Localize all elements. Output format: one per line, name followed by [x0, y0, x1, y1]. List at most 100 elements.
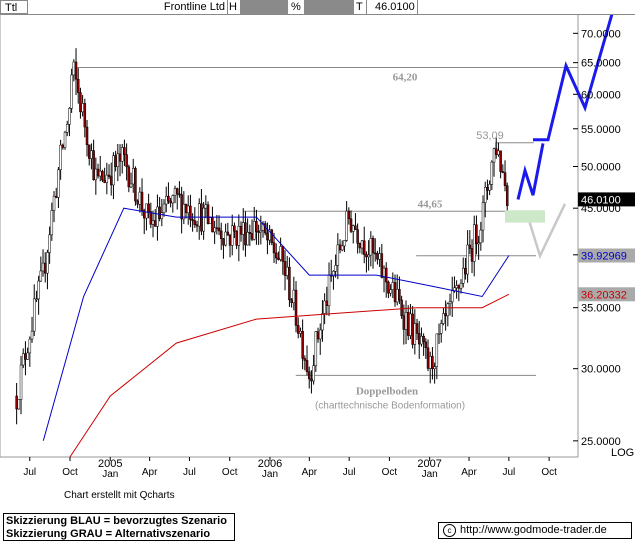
candle-body: [461, 267, 465, 284]
source-link[interactable]: c http://www.godmode-trader.de: [438, 522, 632, 539]
scenario-blue-path: [533, 13, 614, 142]
candle-body: [76, 78, 80, 93]
candle-body: [213, 227, 216, 233]
level-label: 44,65: [418, 198, 443, 210]
last-value: 46.0100: [366, 0, 418, 14]
candle-body: [314, 331, 318, 366]
plot-frame: [0, 13, 579, 458]
candle-body: [19, 364, 23, 400]
candle-body: [323, 300, 326, 314]
candle-body: [85, 126, 89, 146]
candle-body: [347, 210, 351, 220]
candle-body: [299, 330, 302, 334]
candle-body: [175, 188, 179, 195]
candle-body: [327, 274, 331, 306]
y-tick-label: 65.0000: [581, 58, 621, 70]
candle-body: [248, 232, 252, 234]
y-tick-label: 55.0000: [581, 124, 621, 136]
candle-body: [406, 311, 410, 336]
candle-body: [217, 227, 221, 232]
log-scale-label: LOG: [611, 447, 634, 459]
candle-body: [464, 267, 467, 275]
candle-body: [343, 240, 346, 247]
candle-body: [340, 245, 344, 251]
candle-body: [244, 222, 247, 246]
candle-body: [193, 220, 197, 225]
x-tick-label: Apr: [461, 467, 477, 478]
candle-body: [292, 289, 296, 304]
ma-value-label: 39.92969: [581, 251, 627, 263]
high-label: H: [229, 1, 237, 13]
candle-body: [415, 323, 419, 334]
candle-body: [389, 289, 392, 294]
y-tick-label: 35.0000: [581, 303, 621, 315]
candle-body: [239, 226, 243, 235]
candle-body: [195, 224, 199, 227]
candle-body: [140, 191, 144, 211]
candle-body: [167, 195, 170, 202]
candle-body: [442, 313, 445, 324]
candle-body: [371, 237, 375, 254]
candle-body: [233, 225, 236, 232]
candle-body: [37, 280, 40, 300]
candle-body: [90, 150, 93, 159]
candle-body: [400, 299, 403, 317]
legend-gray: Skizzierung GRAU = Alternativszenario: [6, 528, 211, 540]
candle-body: [92, 150, 95, 181]
x-tick-label: Jul: [502, 467, 515, 478]
candle-body: [501, 171, 505, 173]
x-tick-label: Oct: [541, 467, 557, 478]
candle-body: [450, 290, 454, 303]
source-url: http://www.godmode-trader.de: [460, 524, 607, 536]
candle-body: [444, 313, 447, 317]
candle-body: [178, 193, 181, 196]
candle-body: [362, 240, 366, 255]
candle-body: [488, 184, 491, 191]
candle-body: [17, 399, 21, 410]
candle-body: [120, 147, 124, 162]
candle-body: [189, 205, 192, 220]
candle-body: [411, 313, 414, 345]
candle-body: [230, 225, 234, 246]
x-tick-label: Jul: [343, 467, 356, 478]
candle-body: [398, 289, 401, 301]
candle-body: [145, 203, 148, 219]
x-tick-label: Apr: [142, 467, 158, 478]
legend-blue: Skizzierung BLAU = bevorzugtes Szenario: [6, 515, 227, 527]
candle-body: [151, 220, 155, 225]
candle-body: [63, 132, 67, 148]
candle-body: [332, 271, 335, 277]
candle-body: [61, 144, 65, 148]
candle-body: [475, 224, 478, 245]
candle-body: [125, 154, 128, 168]
candle-body: [494, 148, 498, 155]
candle-body: [446, 303, 450, 317]
candle-body: [367, 254, 370, 258]
candle-body: [472, 224, 476, 262]
candle-body: [46, 252, 49, 274]
candle-body: [118, 153, 122, 162]
candle-body: [455, 285, 458, 289]
candle-body: [288, 266, 291, 301]
candle-body: [481, 202, 485, 231]
candle-body: [136, 200, 139, 205]
candle-body: [470, 248, 474, 262]
candle-body: [395, 289, 399, 303]
candle-body: [164, 195, 168, 205]
candle-body: [186, 205, 190, 214]
candle-body: [459, 283, 463, 289]
candle-body: [43, 262, 47, 274]
candle-body: [246, 232, 249, 246]
x-tick-label: Jan: [102, 469, 118, 480]
candle-body: [83, 103, 87, 128]
x-tick-label: Apr: [302, 467, 318, 478]
candle-body: [30, 330, 34, 340]
x-year-label: 2005: [98, 458, 122, 470]
candle-body: [59, 144, 62, 171]
scenario-legend: Skizzierung BLAU = bevorzugtes Szenario …: [3, 513, 235, 541]
candle-body: [356, 229, 359, 244]
candle-body: [184, 203, 188, 214]
credit-text: Chart erstellt mit Qcharts: [64, 490, 175, 501]
candle-body: [107, 174, 111, 177]
candle-body: [74, 61, 78, 80]
